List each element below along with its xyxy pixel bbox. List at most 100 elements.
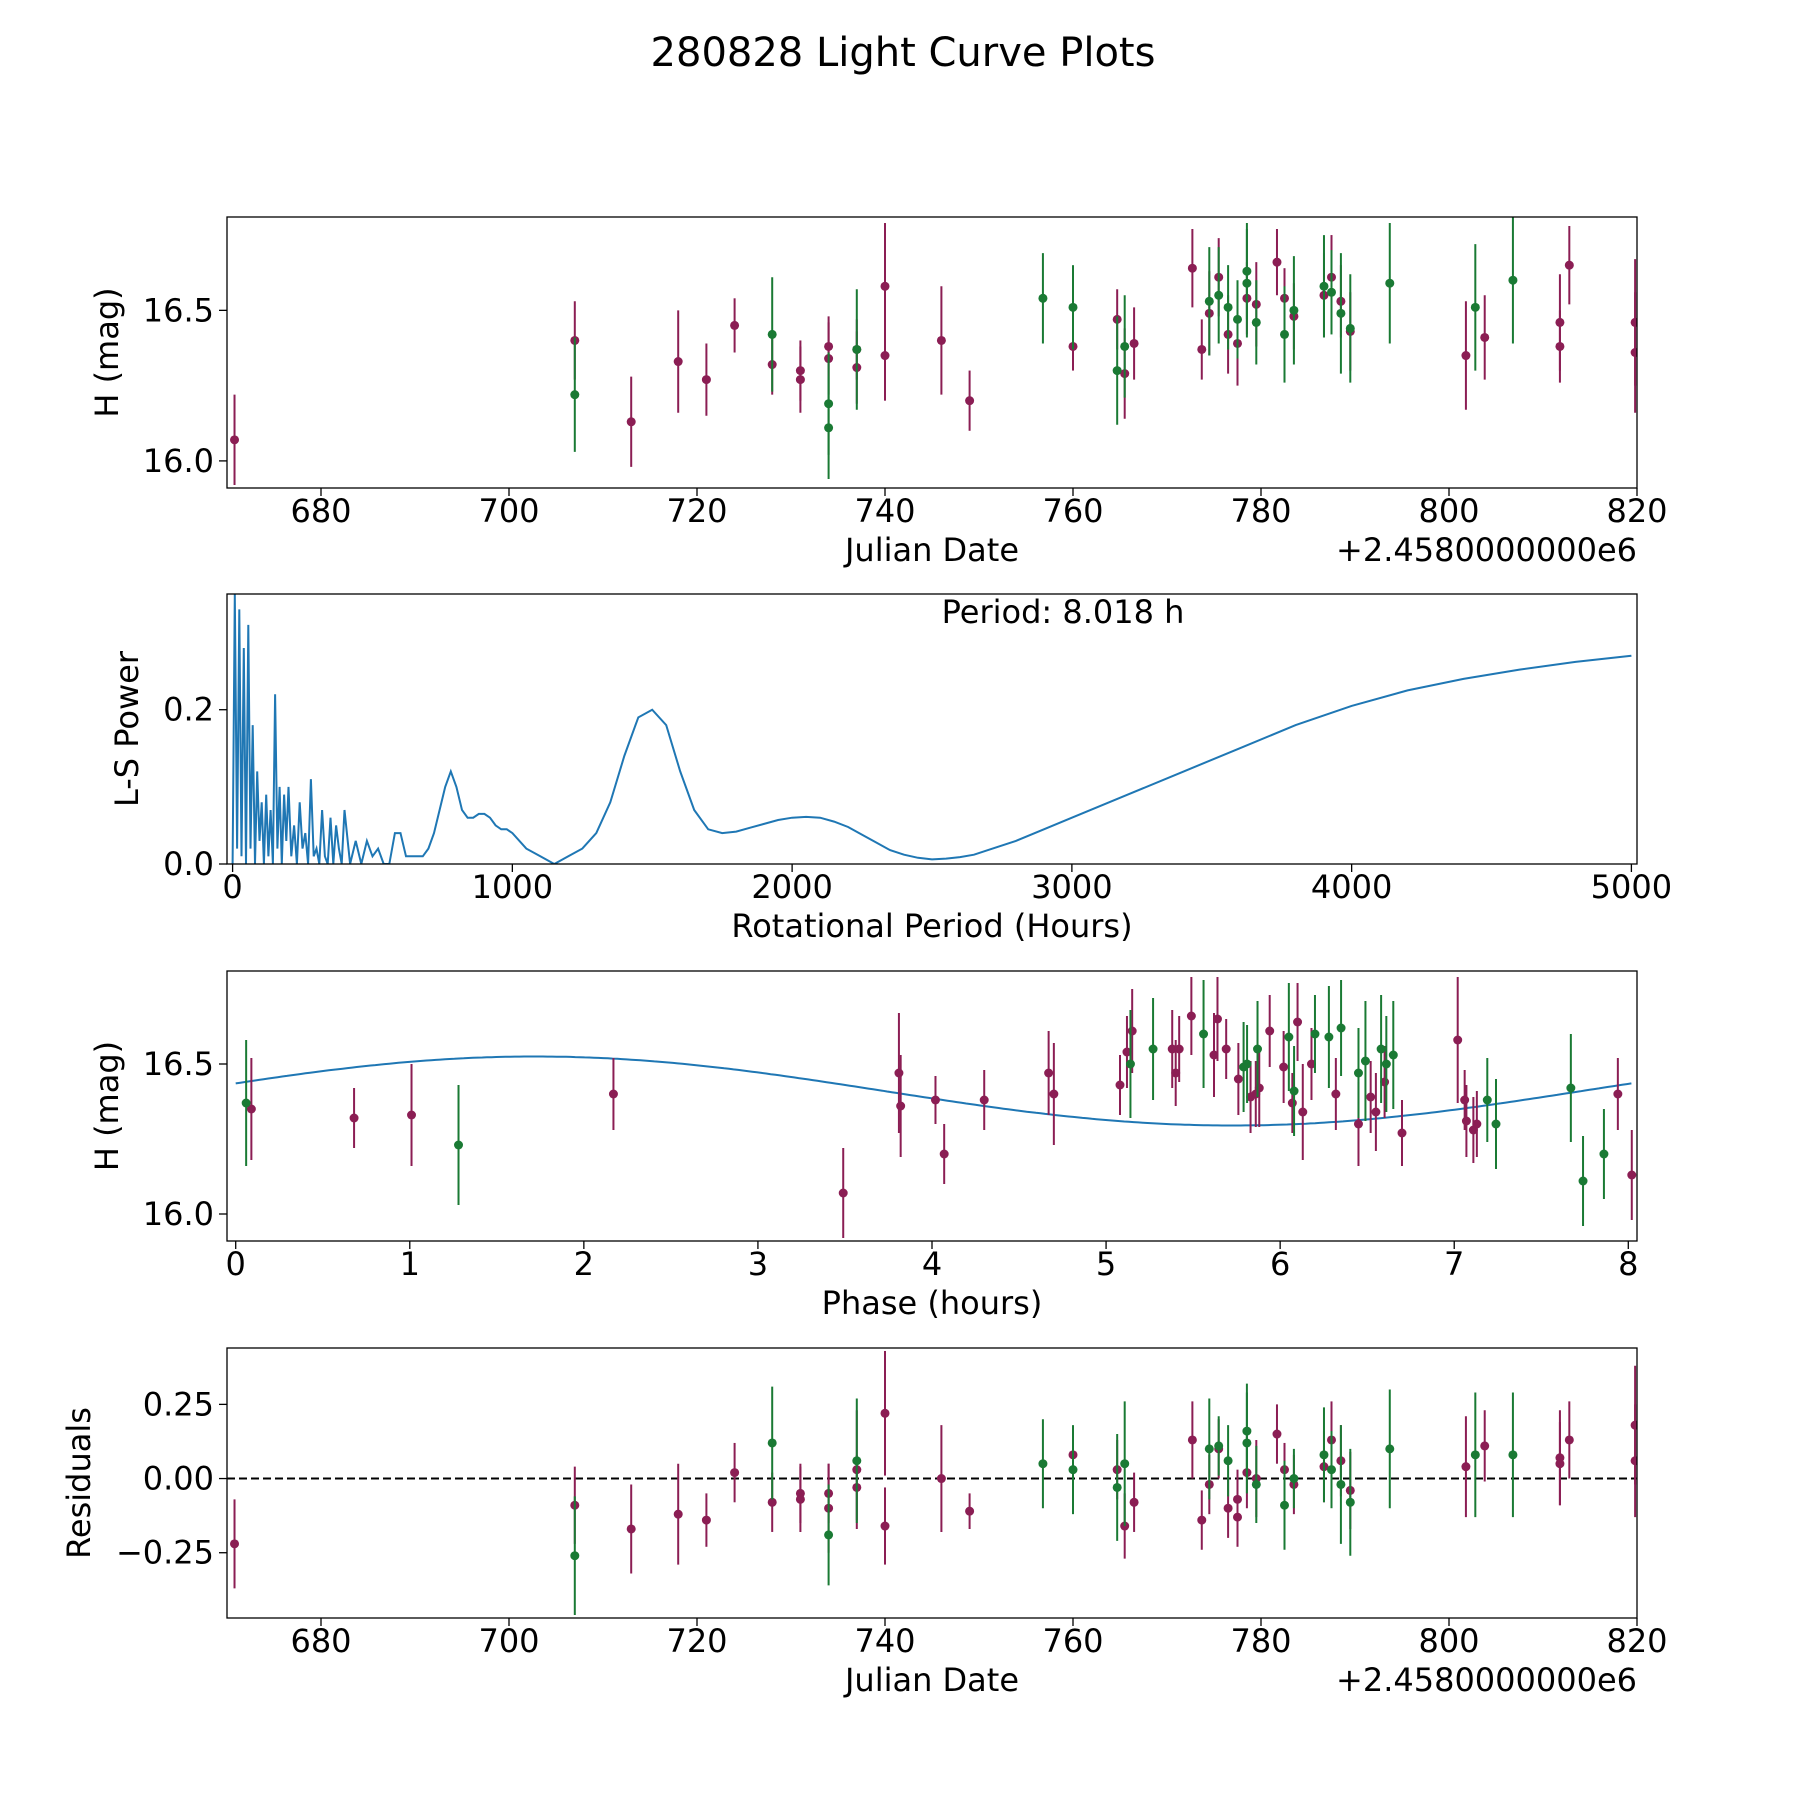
plot-area [227, 1350, 1637, 1616]
data-point-r [894, 1068, 904, 1078]
data-point-r [1233, 1074, 1243, 1084]
x-tick-label: 6 [1270, 1245, 1290, 1283]
data-point-r [1049, 1089, 1059, 1099]
data-point-r [1272, 257, 1282, 267]
data-point-g [1289, 1086, 1299, 1096]
data-point-r [880, 1408, 890, 1418]
data-point-r [626, 1524, 636, 1534]
x-tick-label: 2 [574, 1245, 594, 1283]
data-point-r [1461, 351, 1471, 361]
x-tick-label: 7 [1444, 1245, 1464, 1283]
data-point-g [1327, 1465, 1336, 1475]
data-point-r [230, 435, 240, 445]
light-curve-panel: 680 700 720 740 760 780 800 820 16.0 16.5 Julian D… [88, 216, 1668, 569]
data-point-g [1324, 1032, 1334, 1042]
x-tick-label: 3 [748, 1245, 768, 1283]
data-point-r [701, 375, 711, 385]
x-tick-label: 760 [1042, 492, 1103, 530]
data-point-g [570, 1551, 580, 1561]
data-point-g [1068, 302, 1078, 312]
y-tick-label: 0.0 [163, 845, 214, 883]
data-point-g [1112, 1482, 1122, 1492]
x-tick-label: 2000 [751, 868, 832, 906]
x-tick-label: 8 [1618, 1245, 1638, 1283]
x-axis-label: Julian Date [843, 531, 1019, 569]
data-point-g [1491, 1119, 1501, 1129]
figure-title: 280828 Light Curve Plots [651, 30, 1156, 76]
data-point-g [1388, 1050, 1398, 1060]
phased-curve-panel: 0 1 2 3 4 5 6 7 8 16.0 16.5 Phase (hours) H (mag) [88, 970, 1638, 1322]
data-point-r [1122, 1047, 1132, 1057]
data-point-r [1564, 260, 1574, 270]
x-tick-label: 760 [1042, 1622, 1103, 1660]
data-point-r [1197, 1515, 1207, 1525]
data-point-g [1120, 341, 1130, 351]
data-point-g [1204, 1444, 1214, 1454]
periodogram-line [231, 594, 1632, 864]
periodogram-panel: 0 1000 2000 3000 4000 5000 0.0 0.2 Rotational Pe… [108, 593, 1672, 945]
data-point-r [1272, 1429, 1282, 1439]
data-point-g [1280, 1500, 1289, 1510]
x-axis-label: Julian Date [843, 1661, 1019, 1699]
data-point-r [838, 1188, 848, 1198]
data-point-g [570, 390, 580, 400]
data-point-r [880, 351, 890, 361]
data-point-r [1129, 338, 1139, 348]
data-point-r [349, 1113, 359, 1123]
data-point-r [1472, 1119, 1482, 1129]
data-point-r [1223, 1503, 1233, 1513]
data-point-r [1397, 1128, 1407, 1138]
data-point-r [1564, 1435, 1574, 1445]
data-point-r [1371, 1107, 1381, 1117]
data-point-r [939, 1149, 949, 1159]
data-point-r [979, 1095, 989, 1105]
x-tick-label: 4000 [1311, 868, 1392, 906]
data-point-r [1298, 1107, 1308, 1117]
data-point-r [795, 375, 805, 385]
x-axis-offset-text: +2.4580000000e6 [1336, 531, 1637, 569]
plot-area [231, 594, 1632, 864]
data-point-g [1353, 1068, 1363, 1078]
data-point-r [795, 1494, 805, 1504]
data-point-g [1470, 1450, 1480, 1460]
data-point-g [1204, 296, 1214, 306]
data-point-g [1253, 1044, 1263, 1054]
data-point-r [1630, 348, 1637, 357]
y-axis-label: H (mag) [88, 1041, 126, 1171]
data-point-r [673, 1509, 683, 1519]
data-point-g [1199, 1029, 1209, 1039]
x-tick-label: 720 [666, 1622, 727, 1660]
data-point-r [1187, 263, 1197, 273]
data-point-g [1376, 1044, 1386, 1054]
data-point-r [730, 1468, 740, 1478]
data-point-r [1187, 1435, 1197, 1445]
data-point-r [701, 1515, 711, 1525]
data-point-r [1197, 344, 1207, 354]
data-point-g [1482, 1095, 1492, 1105]
data-point-r [1212, 1014, 1222, 1024]
data-point-g [1345, 323, 1355, 333]
data-point-g [1319, 1450, 1329, 1460]
data-point-g [1223, 1456, 1233, 1466]
data-point-g [1120, 1459, 1130, 1469]
data-point-r [1461, 1462, 1471, 1472]
data-point-g [1385, 278, 1395, 288]
y-tick-label: 16.5 [143, 291, 214, 329]
data-point-r [1366, 1092, 1376, 1102]
data-point-r [936, 335, 946, 345]
data-point-g [824, 1530, 834, 1540]
x-tick-label: 740 [854, 1622, 915, 1660]
x-tick-label: 0 [226, 1245, 246, 1283]
x-tick-label: 780 [1230, 492, 1291, 530]
data-point-g [1214, 290, 1224, 300]
y-axis-label: Residuals [60, 1407, 98, 1559]
data-point-r [730, 320, 740, 330]
data-point-r [230, 1539, 240, 1549]
x-axis-label: Phase (hours) [822, 1284, 1043, 1322]
x-tick-label: 800 [1418, 492, 1479, 530]
residuals-panel: 680 700 720 740 760 780 800 820 0.25 0.00 −0.25 Jul… [60, 1347, 1668, 1699]
data-point-g [1038, 293, 1048, 303]
data-point-g [767, 329, 777, 339]
data-point-g [1508, 1450, 1518, 1460]
data-point-r [673, 357, 683, 367]
